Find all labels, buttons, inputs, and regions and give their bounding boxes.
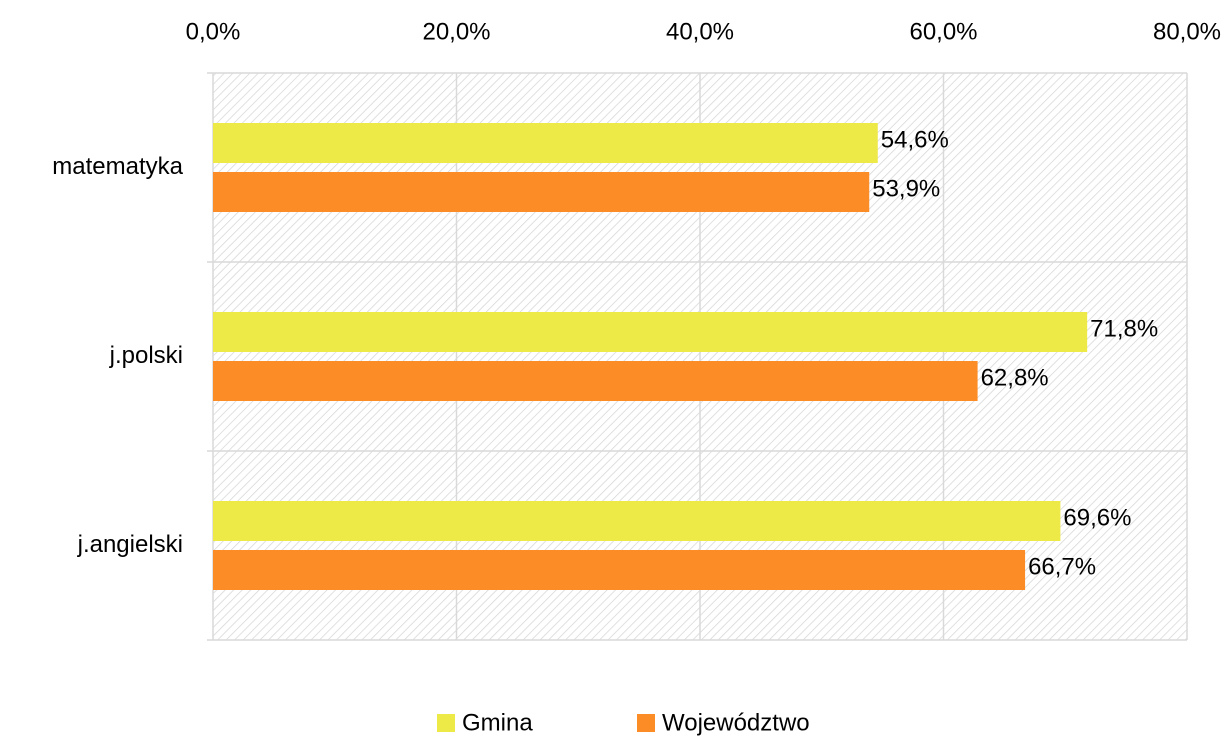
data-label: 53,9% (872, 175, 940, 202)
legend-label: Województwo (662, 709, 810, 736)
data-label: 69,6% (1063, 504, 1131, 531)
y-tick-label: j.angielski (77, 531, 183, 558)
y-tick-label: matematyka (52, 153, 183, 180)
x-tick-label: 60,0% (909, 18, 977, 45)
data-label: 71,8% (1090, 315, 1158, 342)
bar (213, 123, 878, 163)
bar (213, 312, 1088, 352)
x-tick-label: 40,0% (666, 18, 734, 45)
y-tick-label: j.polski (109, 342, 183, 369)
bar (213, 501, 1061, 541)
x-tick-label: 0,0% (186, 18, 241, 45)
x-tick-label: 20,0% (422, 18, 490, 45)
legend-label: Gmina (462, 709, 533, 736)
legend-swatch (637, 714, 655, 732)
data-label: 62,8% (981, 364, 1049, 391)
data-label: 66,7% (1028, 553, 1096, 580)
bar (213, 172, 870, 212)
x-tick-label: 80,0% (1153, 18, 1221, 45)
bar (213, 550, 1026, 590)
bar (213, 361, 978, 401)
data-label: 54,6% (881, 126, 949, 153)
legend-swatch (437, 714, 455, 732)
